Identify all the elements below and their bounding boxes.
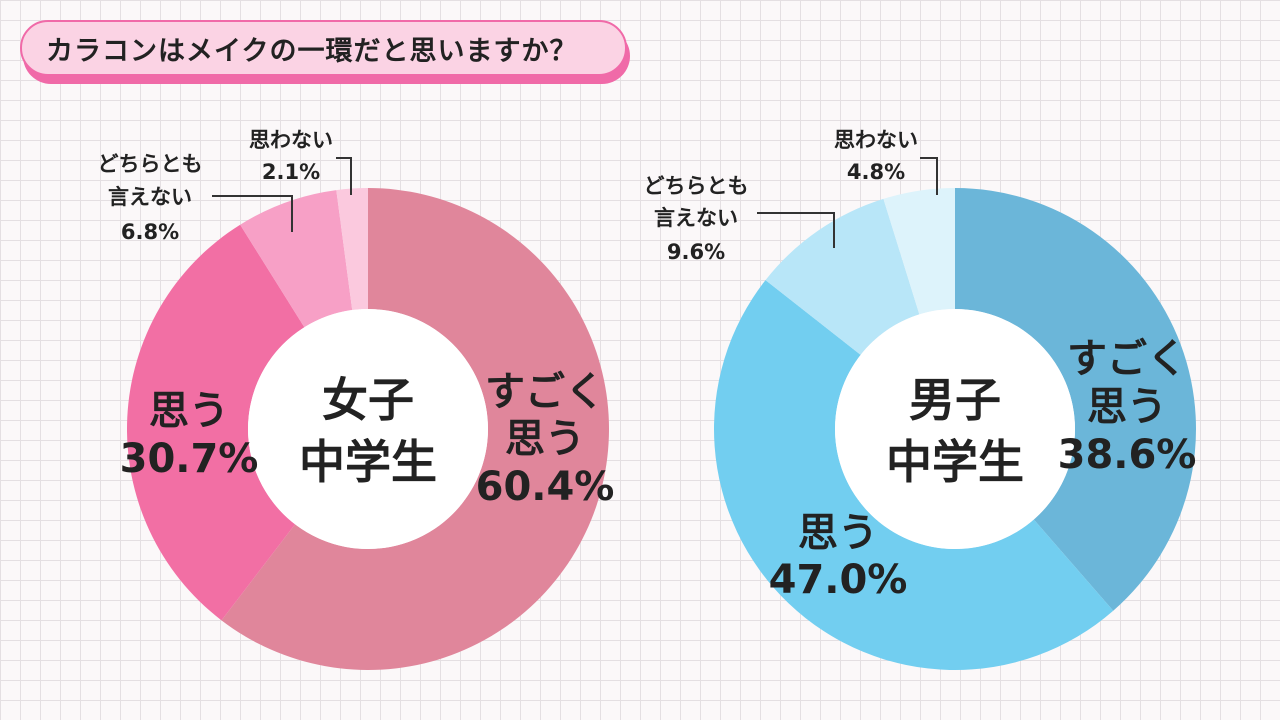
slice-label-no: 思わない [249,128,333,152]
slice-neutral [240,190,353,328]
slice-label-think-so: 思う [798,510,878,556]
slice-very-much [221,188,609,670]
leader-line-neutral [757,212,835,248]
donut-chart-girls: 女子 中学生 すごく 思う 60.4% 思う 30.7% どちらとも 言えない … [98,128,615,670]
center-title-line-2: 中学生 [886,435,1024,489]
chart-title: カラコンはメイクの一環だと思いますか？ [20,20,627,76]
donut-chart-boys: 男子 中学生 すごく 思う 38.6% 思う 47.0% どちらとも 言えない … [644,128,1197,671]
slice-very-much [955,188,1197,611]
slice-label-neutral: 言えない [654,206,738,230]
slice-label-think-so: 思う [149,388,229,434]
slice-label-very-much: 思う [1087,384,1167,430]
center-title-line-1: 女子 [322,373,414,427]
slice-no [336,188,368,311]
slice-value-very-much: 60.4% [476,464,615,510]
slice-label-very-much: すごく [1067,336,1187,382]
slice-think-so [126,224,305,621]
donut-hole [835,309,1075,549]
slices-boys [714,188,1197,671]
slice-neutral [765,198,920,355]
center-title-line-1: 男子 [909,373,1001,427]
slice-value-think-so: 47.0% [769,557,908,603]
slices-girls [126,188,609,670]
slice-no [883,188,955,315]
slice-label-no: 思わない [834,128,918,152]
slice-value-very-much: 38.6% [1058,432,1197,478]
slice-think-so [714,280,1114,671]
slice-value-no: 4.8% [847,160,905,184]
slice-label-neutral: どちらとも [98,152,203,176]
slice-value-think-so: 30.7% [120,436,259,482]
center-title-line-2: 中学生 [299,435,437,489]
slice-value-no: 2.1% [262,160,320,184]
leader-line-neutral [212,195,293,232]
donut-hole [248,309,488,549]
slice-label-very-much: 思う [505,416,585,462]
slice-label-neutral: どちらとも [644,174,749,198]
title-banner: カラコンはメイクの一環だと思いますか？ [20,20,632,86]
slice-value-neutral: 6.8% [121,220,179,244]
slice-label-very-much: すごく [485,369,605,415]
slice-value-neutral: 9.6% [667,240,725,264]
leader-line-no [336,157,352,195]
leader-line-no [920,157,938,195]
slice-label-neutral: 言えない [108,185,192,209]
